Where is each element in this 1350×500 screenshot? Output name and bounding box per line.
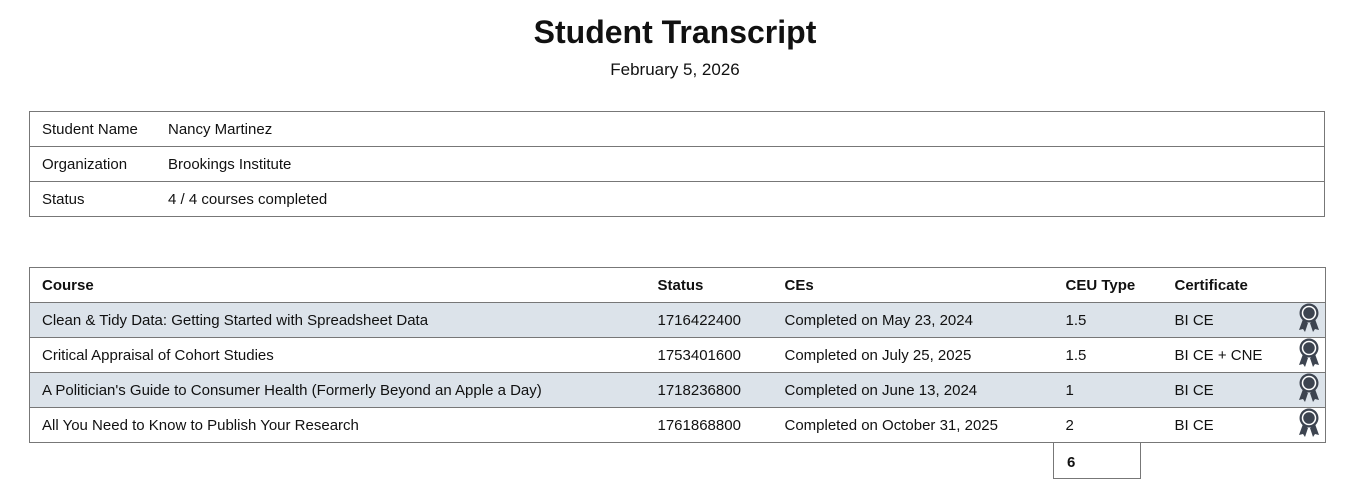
cell-course: Critical Appraisal of Cohort Studies xyxy=(29,337,646,373)
cell-status: 1716422400 xyxy=(645,302,773,338)
cell-course: A Politician's Guide to Consumer Health … xyxy=(29,372,646,408)
cell-ceu: 2 xyxy=(1053,407,1163,443)
col-status: Status xyxy=(645,267,773,303)
cell-ces: Completed on July 25, 2025 xyxy=(772,337,1054,373)
cell-certificate: BI CE xyxy=(1162,372,1286,408)
cell-status: 1718236800 xyxy=(645,372,773,408)
transcript-date: February 5, 2026 xyxy=(610,60,740,79)
certificate-award-icon[interactable] xyxy=(1285,302,1326,338)
cell-ceu: 1 xyxy=(1053,372,1163,408)
certificate-award-icon[interactable] xyxy=(1285,407,1326,443)
cell-status: 1761868800 xyxy=(645,407,773,443)
col-ceu-type: CEU Type xyxy=(1053,267,1163,303)
table-row: Critical Appraisal of Cohort Studies 1753… xyxy=(29,337,1326,373)
info-value: Brookings Institute xyxy=(156,146,1325,182)
cell-certificate: BI CE + CNE xyxy=(1162,337,1286,373)
page-title: Student Transcript xyxy=(533,14,817,50)
cell-ces: Completed on October 31, 2025 xyxy=(772,407,1054,443)
col-course: Course xyxy=(29,267,646,303)
table-row: A Politician's Guide to Consumer Health … xyxy=(29,372,1326,408)
cell-status: 1753401600 xyxy=(645,337,773,373)
cell-certificate: BI CE xyxy=(1162,407,1286,443)
info-value: Nancy Martinez xyxy=(156,111,1325,147)
cell-ceu: 1.5 xyxy=(1053,337,1163,373)
info-label: Organization xyxy=(29,146,156,182)
col-certificate: Certificate xyxy=(1162,267,1286,303)
table-row: Clean & Tidy Data: Getting Started with … xyxy=(29,302,1326,338)
cell-ces: Completed on June 13, 2024 xyxy=(772,372,1054,408)
col-ces: CEs xyxy=(772,267,1054,303)
ceu-total: 6 xyxy=(1053,443,1141,479)
info-label: Student Name xyxy=(29,111,156,147)
table-header: Course Status CEs CEU Type Certificate xyxy=(29,267,1326,303)
info-row: Student Name Nancy Martinez xyxy=(29,111,1325,147)
col-icon xyxy=(1285,267,1326,303)
cell-ces: Completed on May 23, 2024 xyxy=(772,302,1054,338)
courses-table: Course Status CEs CEU Type Certificate C… xyxy=(29,267,1326,443)
info-row: Organization Brookings Institute xyxy=(29,146,1325,182)
info-label: Status xyxy=(29,181,156,217)
student-info-table: Student Name Nancy Martinez Organization B… xyxy=(29,111,1325,217)
certificate-award-icon[interactable] xyxy=(1285,372,1326,408)
table-row: All You Need to Know to Publish Your Res… xyxy=(29,407,1326,443)
cell-certificate: BI CE xyxy=(1162,302,1286,338)
certificate-award-icon[interactable] xyxy=(1285,337,1326,373)
info-value: 4 / 4 courses completed xyxy=(156,181,1325,217)
cell-ceu: 1.5 xyxy=(1053,302,1163,338)
cell-course: Clean & Tidy Data: Getting Started with … xyxy=(29,302,646,338)
cell-course: All You Need to Know to Publish Your Res… xyxy=(29,407,646,443)
info-row: Status 4 / 4 courses completed xyxy=(29,181,1325,217)
